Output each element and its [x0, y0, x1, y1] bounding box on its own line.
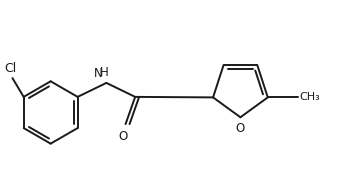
Text: H: H — [100, 66, 109, 79]
Text: Cl: Cl — [5, 62, 17, 75]
Text: O: O — [236, 123, 245, 136]
Text: O: O — [119, 130, 128, 143]
Text: N: N — [94, 67, 102, 80]
Text: CH₃: CH₃ — [300, 92, 320, 102]
